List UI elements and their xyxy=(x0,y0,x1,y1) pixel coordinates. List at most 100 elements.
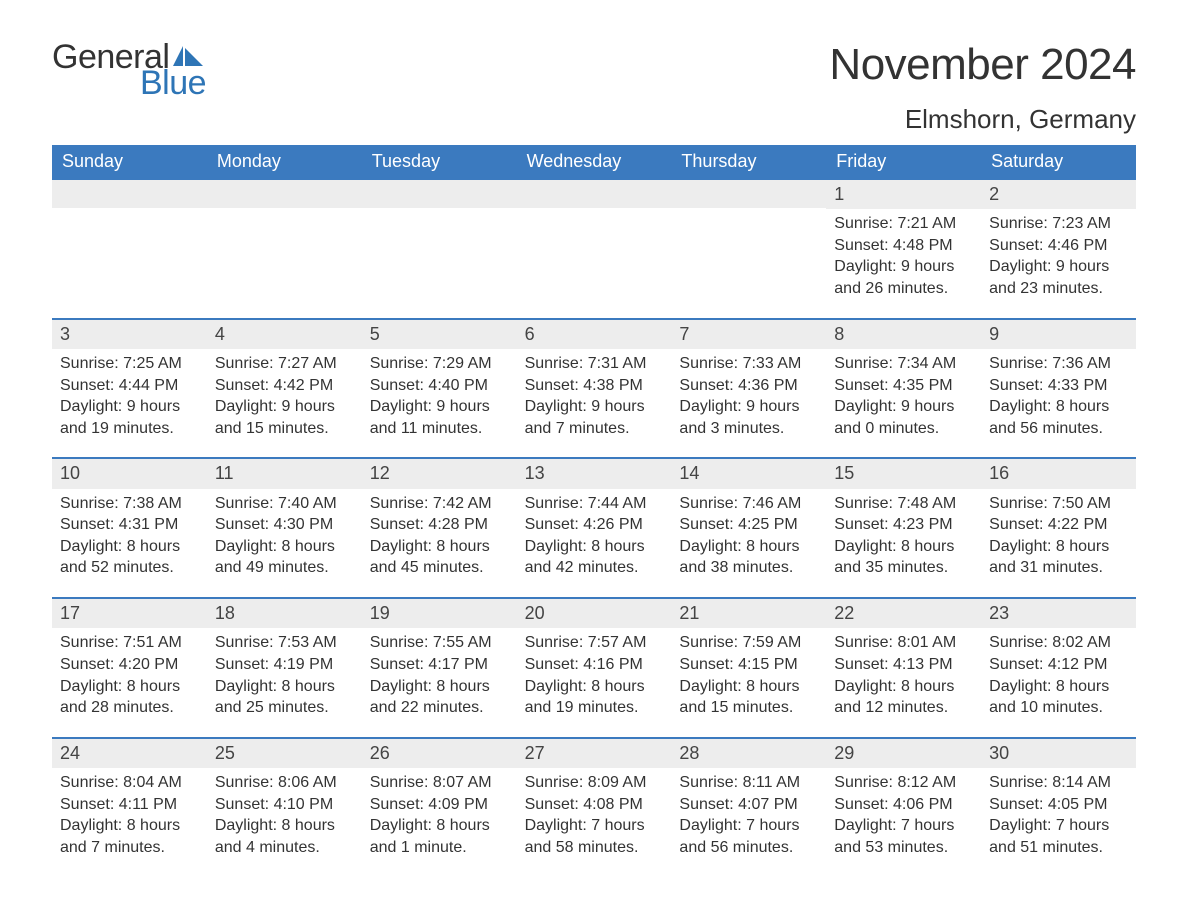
daylight-label: Daylight: xyxy=(215,678,277,695)
calendar-cell xyxy=(671,180,826,318)
daylight-label: Daylight: xyxy=(215,817,277,834)
cell-content: Sunrise: 7:42 AMSunset: 4:28 PMDaylight:… xyxy=(362,489,517,597)
date-number-bar: 8 xyxy=(826,318,981,349)
date-number-bar: 9 xyxy=(981,318,1136,349)
sunrise-line: Sunrise: 7:31 AM xyxy=(525,353,662,375)
daylight-line-2: and 28 minutes. xyxy=(60,697,197,719)
date-number-bar: 7 xyxy=(671,318,826,349)
sunrise-label: Sunrise: xyxy=(370,495,429,512)
sunrise-label: Sunrise: xyxy=(525,355,584,372)
calendar-cell: 6Sunrise: 7:31 AMSunset: 4:38 PMDaylight… xyxy=(517,318,672,458)
daylight-value-1: 8 hours xyxy=(127,678,180,695)
sunrise-line: Sunrise: 7:59 AM xyxy=(679,632,816,654)
sunset-value: 4:05 PM xyxy=(1048,796,1108,813)
date-number-bar: 1 xyxy=(826,180,981,209)
sunset-line: Sunset: 4:44 PM xyxy=(60,375,197,397)
daylight-line-1: Daylight: 8 hours xyxy=(60,676,197,698)
daylight-line-1: Daylight: 9 hours xyxy=(60,396,197,418)
calendar-cell: 8Sunrise: 7:34 AMSunset: 4:35 PMDaylight… xyxy=(826,318,981,458)
daylight-line-2: and 38 minutes. xyxy=(679,557,816,579)
daylight-line-2: and 19 minutes. xyxy=(525,697,662,719)
daylight-line-1: Daylight: 8 hours xyxy=(679,676,816,698)
sunrise-label: Sunrise: xyxy=(370,355,429,372)
day-header: Tuesday xyxy=(362,145,517,180)
sunrise-label: Sunrise: xyxy=(215,495,274,512)
sunset-line: Sunset: 4:33 PM xyxy=(989,375,1126,397)
sunrise-label: Sunrise: xyxy=(834,495,893,512)
cell-content: Sunrise: 7:21 AMSunset: 4:48 PMDaylight:… xyxy=(826,209,981,317)
date-number-bar: 17 xyxy=(52,597,207,628)
calendar-cell: 27Sunrise: 8:09 AMSunset: 4:08 PMDayligh… xyxy=(517,737,672,877)
date-number-bar: 26 xyxy=(362,737,517,768)
sunset-label: Sunset: xyxy=(989,516,1043,533)
daylight-value-1: 9 hours xyxy=(901,398,954,415)
sunrise-value: 8:12 AM xyxy=(897,774,956,791)
sunrise-label: Sunrise: xyxy=(525,495,584,512)
sunset-label: Sunset: xyxy=(60,377,114,394)
sunset-line: Sunset: 4:28 PM xyxy=(370,514,507,536)
calendar-cell: 29Sunrise: 8:12 AMSunset: 4:06 PMDayligh… xyxy=(826,737,981,877)
daylight-label: Daylight: xyxy=(679,538,741,555)
daylight-line-1: Daylight: 8 hours xyxy=(215,676,352,698)
sunrise-label: Sunrise: xyxy=(834,634,893,651)
day-header: Saturday xyxy=(981,145,1136,180)
day-header: Wednesday xyxy=(517,145,672,180)
daylight-label: Daylight: xyxy=(834,258,896,275)
daylight-value-1: 9 hours xyxy=(591,398,644,415)
date-number-bar: 12 xyxy=(362,457,517,488)
daylight-line-2: and 51 minutes. xyxy=(989,837,1126,859)
sunset-label: Sunset: xyxy=(525,377,579,394)
daylight-label: Daylight: xyxy=(525,538,587,555)
daylight-line-1: Daylight: 9 hours xyxy=(215,396,352,418)
date-number-bar xyxy=(52,180,207,208)
page-title: November 2024 xyxy=(829,40,1136,90)
daylight-line-2: and 19 minutes. xyxy=(60,418,197,440)
calendar-cell: 2Sunrise: 7:23 AMSunset: 4:46 PMDaylight… xyxy=(981,180,1136,318)
sunrise-value: 7:57 AM xyxy=(588,634,647,651)
cell-content: Sunrise: 8:02 AMSunset: 4:12 PMDaylight:… xyxy=(981,628,1136,736)
daylight-label: Daylight: xyxy=(525,398,587,415)
date-number-bar: 25 xyxy=(207,737,362,768)
sunrise-value: 7:51 AM xyxy=(123,634,182,651)
sunset-value: 4:12 PM xyxy=(1048,656,1108,673)
header-row: General Blue November 2024 xyxy=(52,40,1136,100)
brand-logo: General Blue xyxy=(52,40,206,100)
sunset-label: Sunset: xyxy=(989,237,1043,254)
sunset-label: Sunset: xyxy=(679,796,733,813)
sunrise-value: 7:23 AM xyxy=(1052,215,1111,232)
sunrise-label: Sunrise: xyxy=(679,634,738,651)
calendar-cell: 3Sunrise: 7:25 AMSunset: 4:44 PMDaylight… xyxy=(52,318,207,458)
daylight-line-1: Daylight: 7 hours xyxy=(834,815,971,837)
cell-content: Sunrise: 7:25 AMSunset: 4:44 PMDaylight:… xyxy=(52,349,207,457)
cell-content: Sunrise: 7:29 AMSunset: 4:40 PMDaylight:… xyxy=(362,349,517,457)
cell-content: Sunrise: 7:53 AMSunset: 4:19 PMDaylight:… xyxy=(207,628,362,736)
sunset-label: Sunset: xyxy=(370,656,424,673)
daylight-value-1: 7 hours xyxy=(901,817,954,834)
sunset-label: Sunset: xyxy=(215,796,269,813)
calendar-cell: 21Sunrise: 7:59 AMSunset: 4:15 PMDayligh… xyxy=(671,597,826,737)
sunrise-value: 7:53 AM xyxy=(278,634,337,651)
date-number-bar: 19 xyxy=(362,597,517,628)
sunset-line: Sunset: 4:06 PM xyxy=(834,794,971,816)
sunrise-line: Sunrise: 8:12 AM xyxy=(834,772,971,794)
daylight-label: Daylight: xyxy=(679,817,741,834)
daylight-line-2: and 42 minutes. xyxy=(525,557,662,579)
sunrise-line: Sunrise: 7:25 AM xyxy=(60,353,197,375)
sunset-line: Sunset: 4:42 PM xyxy=(215,375,352,397)
daylight-line-1: Daylight: 7 hours xyxy=(679,815,816,837)
daylight-label: Daylight: xyxy=(989,258,1051,275)
daylight-line-2: and 3 minutes. xyxy=(679,418,816,440)
sunset-value: 4:35 PM xyxy=(893,377,953,394)
date-number-bar: 10 xyxy=(52,457,207,488)
cell-content: Sunrise: 7:57 AMSunset: 4:16 PMDaylight:… xyxy=(517,628,672,736)
daylight-line-2: and 45 minutes. xyxy=(370,557,507,579)
daylight-label: Daylight: xyxy=(834,817,896,834)
sunset-line: Sunset: 4:46 PM xyxy=(989,235,1126,257)
daylight-label: Daylight: xyxy=(989,817,1051,834)
brand-word-blue: Blue xyxy=(140,66,206,100)
sunrise-line: Sunrise: 7:21 AM xyxy=(834,213,971,235)
cell-content: Sunrise: 7:36 AMSunset: 4:33 PMDaylight:… xyxy=(981,349,1136,457)
daylight-line-2: and 56 minutes. xyxy=(989,418,1126,440)
daylight-line-1: Daylight: 8 hours xyxy=(60,536,197,558)
sunrise-line: Sunrise: 8:02 AM xyxy=(989,632,1126,654)
